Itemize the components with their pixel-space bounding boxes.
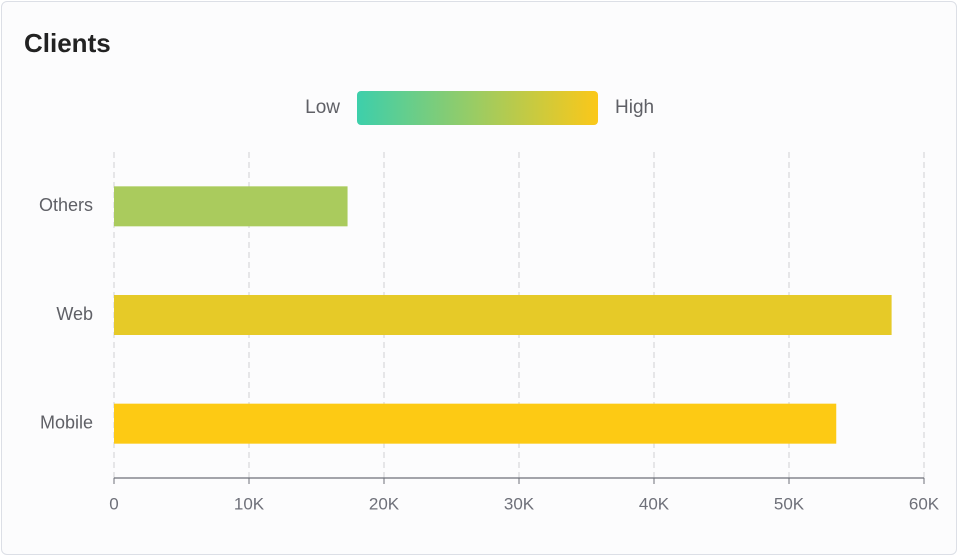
bar (114, 403, 837, 444)
x-tick-label: 40K (639, 494, 670, 513)
bar (114, 186, 348, 227)
x-tick-label: 20K (369, 494, 400, 513)
x-tick-label: 50K (774, 494, 805, 513)
x-tick-label: 60K (909, 494, 940, 513)
legend-high: High (615, 97, 654, 118)
y-tick-label: Others (39, 195, 93, 215)
y-tick-label: Web (56, 304, 93, 324)
x-tick-label: 10K (234, 494, 265, 513)
y-tick-label: Mobile (40, 412, 93, 432)
x-tick-label: 30K (504, 494, 535, 513)
legend-low: Low (305, 97, 340, 118)
chart-title: Clients (24, 28, 111, 58)
x-tick-label: 0 (109, 494, 118, 513)
legend-gradient (357, 91, 598, 125)
bar (114, 295, 892, 335)
